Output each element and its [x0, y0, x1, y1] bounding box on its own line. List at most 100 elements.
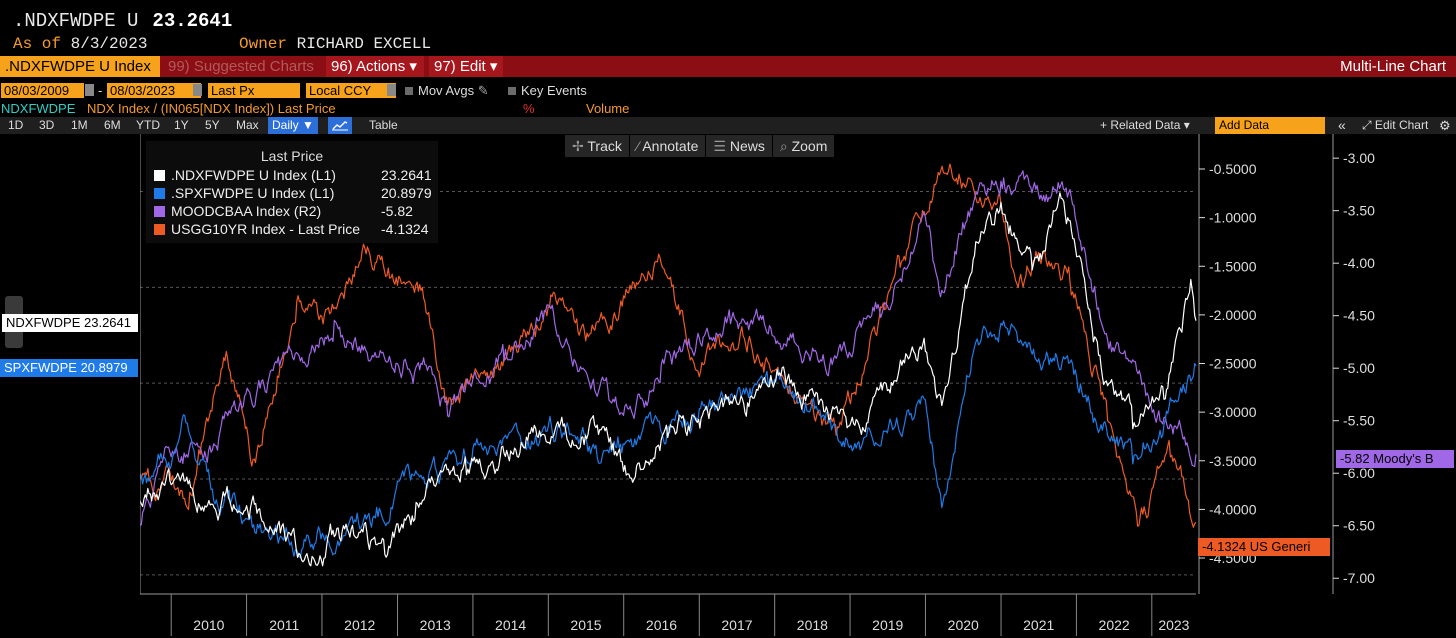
period-ytd[interactable]: YTD [136, 118, 160, 132]
right1-tick-label: -2.0000 [1209, 307, 1257, 323]
currency-dropdown-icon[interactable] [387, 84, 396, 96]
period-1d[interactable]: 1D [8, 118, 24, 132]
right2-tick-label: -3.50 [1343, 203, 1375, 219]
moody-value-tag: -5.82 Moody's B [1336, 450, 1454, 468]
zoom-label: Zoom [791, 138, 828, 154]
right1-tick-label: -3.5000 [1209, 453, 1257, 469]
ticker-symbol: .NDXFWDPE U [13, 10, 139, 32]
end-date-field[interactable]: 08/03/2023 [107, 83, 201, 98]
as-of-label: As of [13, 35, 62, 53]
x-tick-label: 2022 [1099, 617, 1130, 633]
related-data-menu[interactable]: + Related Data ▾ [1100, 118, 1190, 132]
legend-value: -5.82 [381, 203, 413, 219]
study-formula: NDX Index / (IN065[NDX Index]) Last Pric… [87, 101, 336, 116]
key-events-toggle[interactable]: Key Events [508, 83, 587, 98]
security-ticker: .NDXFWDPE U 23.2641 [13, 10, 232, 32]
edit-menu[interactable]: 97) Edit ▾ [429, 56, 503, 77]
currency-select[interactable]: Local CCY [306, 83, 396, 98]
legend-swatch [154, 188, 165, 199]
actions-menu[interactable]: 96) Actions ▾ [326, 56, 424, 77]
x-tick-label: 2013 [420, 617, 451, 633]
period-6m[interactable]: 6M [104, 118, 121, 132]
period-1y[interactable]: 1Y [174, 118, 189, 132]
series-line-0 [140, 192, 1197, 567]
right1-tick-label: -2.5000 [1209, 356, 1257, 372]
add-data-input[interactable]: Add Data [1215, 117, 1325, 134]
crosshair-icon: ✢ [572, 138, 588, 154]
table-view-button[interactable]: Table [369, 118, 398, 132]
gear-icon[interactable]: ⚙ [1439, 118, 1451, 133]
magnifier-icon: ⌕ [779, 138, 792, 154]
news-button[interactable]: ☰ News [706, 135, 773, 157]
study-row: NDXFWDPE NDX Index / (IN065[NDX Index]) … [1, 101, 701, 116]
x-tick-label: 2014 [495, 617, 526, 633]
zoom-button[interactable]: ⌕ Zoom [773, 135, 836, 157]
x-tick-label: 2017 [721, 617, 752, 633]
legend-swatch [154, 224, 165, 235]
start-calendar-icon[interactable] [85, 84, 94, 96]
key-events-checkbox-icon [508, 87, 516, 95]
period-3d[interactable]: 3D [39, 118, 55, 132]
news-label: News [729, 138, 765, 154]
legend-value: 23.2641 [381, 167, 432, 183]
x-tick-label: 2016 [646, 617, 677, 633]
header-bar [0, 0, 1456, 56]
right2-tick-label: -5.00 [1343, 360, 1375, 376]
volume-label: Volume [586, 101, 630, 116]
legend-title: Last Price [260, 148, 324, 164]
legend-item[interactable]: .SPXFWDPE U Index (L1) 20.8979 [152, 185, 436, 202]
mov-avgs-checkbox-icon [405, 87, 413, 95]
chart-type-title: Multi-Line Chart [1340, 58, 1446, 75]
right1-tick-label: -3.0000 [1209, 404, 1257, 420]
chart-view-icon[interactable] [328, 117, 352, 134]
key-events-label: Key Events [521, 83, 587, 98]
period-max[interactable]: Max [236, 118, 259, 132]
right1-tick-label: -1.5000 [1209, 258, 1257, 274]
suggested-charts-menu[interactable]: 99) Suggested Charts [168, 58, 314, 75]
collapse-icon[interactable]: « [1338, 117, 1346, 133]
legend-item[interactable]: .NDXFWDPE U Index (L1) 23.2641 [152, 167, 436, 184]
right2-tick-label: -7.00 [1343, 570, 1375, 586]
x-tick-label: 2023 [1158, 617, 1189, 633]
security-field[interactable]: .NDXFWDPE U Index [0, 56, 160, 77]
mov-avgs-label: Mov Avgs [418, 83, 475, 98]
track-label: Track [587, 138, 622, 154]
annotate-label: Annotate [642, 138, 699, 154]
x-tick-label: 2018 [797, 617, 828, 633]
legend-item[interactable]: MOODCBAA Index (R2) -5.82 [152, 203, 436, 220]
legend-value: 20.8979 [381, 185, 432, 201]
mov-avgs-toggle[interactable]: Mov Avgs ✎ [405, 83, 489, 98]
legend-name: MOODCBAA Index (R2) [171, 203, 322, 219]
x-tick-label: 2010 [193, 617, 224, 633]
period-1m[interactable]: 1M [71, 118, 88, 132]
owner-name: RICHARD EXCELL [296, 35, 432, 53]
right2-tick-label: -3.00 [1343, 150, 1375, 166]
study-code: NDXFWDPE [1, 101, 76, 116]
series-line-3 [140, 163, 1197, 528]
pen-icon: ⁄ [636, 138, 643, 154]
frequency-select[interactable]: Daily ▼ [268, 117, 318, 134]
right2-tick-label: -6.50 [1343, 518, 1375, 534]
x-tick-label: 2012 [344, 617, 375, 633]
period-5y[interactable]: 5Y [205, 118, 220, 132]
end-calendar-icon[interactable] [193, 84, 202, 96]
legend-swatch [154, 206, 165, 217]
x-axis: 2010 2011 2012 2013 2014 2015 2016 2017 2018 2019… [140, 593, 1196, 636]
ticker-last-value: 23.2641 [152, 10, 233, 32]
legend-item[interactable]: USGG10YR Index - Last Price -4.1324 [152, 221, 436, 238]
annotate-button[interactable]: ⁄ Annotate [630, 135, 707, 157]
legend-value: -4.1324 [381, 221, 429, 237]
owner-line: Owner RICHARD EXCELL [239, 35, 431, 53]
pencil-icon[interactable]: ✎ [477, 83, 489, 98]
x-tick-label: 2011 [269, 617, 299, 633]
legend-name: USGG10YR Index - Last Price [171, 221, 361, 237]
legend-name: .NDXFWDPE U Index (L1) [171, 167, 336, 183]
right1-tick-label: -1.0000 [1209, 210, 1257, 226]
as-of-line: As of 8/3/2023 [13, 35, 147, 53]
start-date-field[interactable]: 08/03/2009 [1, 83, 84, 98]
price-field-select[interactable]: Last Px [208, 83, 300, 98]
owner-label: Owner [239, 35, 288, 53]
track-button[interactable]: ✢ Track [565, 135, 630, 157]
chart-area[interactable]: 2010 2011 2012 2013 2014 2015 2016 2017 2018 2019… [140, 134, 1456, 638]
edit-chart-button[interactable]: ⤢ Edit Chart [1362, 118, 1429, 132]
